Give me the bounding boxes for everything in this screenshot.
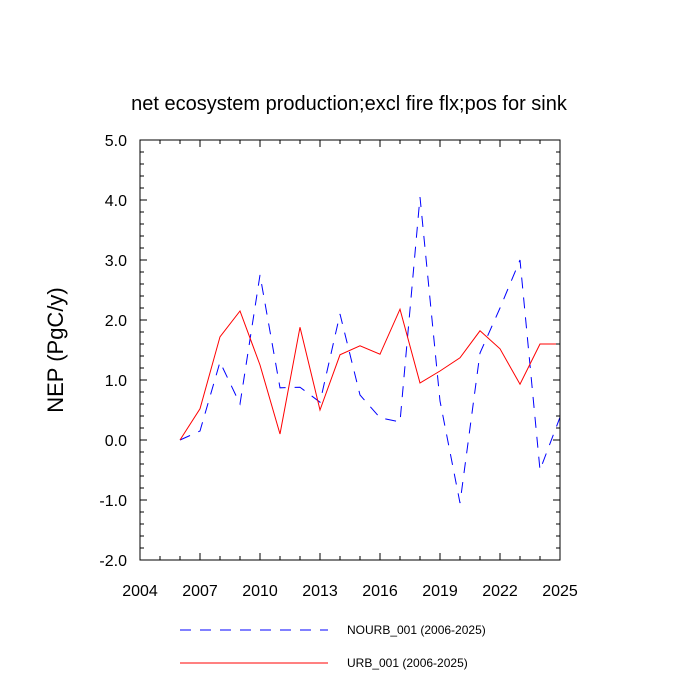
y-tick-label: 2.0 bbox=[105, 313, 127, 330]
legend-label-2: URB_001 (2006-2025) bbox=[347, 656, 468, 670]
y-tick-label: 5.0 bbox=[105, 133, 127, 150]
y-tick-label: 0.0 bbox=[105, 433, 127, 450]
y-tick-label: 1.0 bbox=[105, 373, 127, 390]
series-line-2 bbox=[179, 307, 560, 441]
y-tick-label: 4.0 bbox=[105, 193, 127, 210]
series-line-1 bbox=[179, 196, 561, 504]
x-tick-label: 2019 bbox=[422, 583, 458, 600]
x-tick-label: 2007 bbox=[182, 583, 218, 600]
x-tick-label: 2010 bbox=[242, 583, 278, 600]
x-tick-label: 2016 bbox=[362, 583, 398, 600]
axis-ticks bbox=[139, 139, 561, 561]
plot-lines bbox=[179, 196, 561, 504]
y-tick-label: 3.0 bbox=[105, 253, 127, 270]
x-tick-label: 2004 bbox=[122, 583, 158, 600]
plot-frame bbox=[139, 139, 561, 561]
x-tick-label: 2013 bbox=[302, 583, 338, 600]
y-axis-label: NEP (PgC/y) bbox=[43, 287, 68, 413]
y-tick-label: -2.0 bbox=[99, 553, 127, 570]
y-tick-label: -1.0 bbox=[99, 493, 127, 510]
x-tick-label: 2025 bbox=[542, 583, 578, 600]
x-tick-label: 2022 bbox=[482, 583, 518, 600]
tick-labels: 2004 2007 2010 2013 2016 2019 2022 2025 -2.0 -1.0… bbox=[99, 133, 577, 600]
legend-label-1: NOURB_001 (2006-2025) bbox=[347, 623, 486, 637]
legend: NOURB_001 (2006-2025) URB_001 (2006-2025) bbox=[180, 623, 486, 670]
chart-title: net ecosystem production;excl fire flx;p… bbox=[131, 93, 568, 115]
